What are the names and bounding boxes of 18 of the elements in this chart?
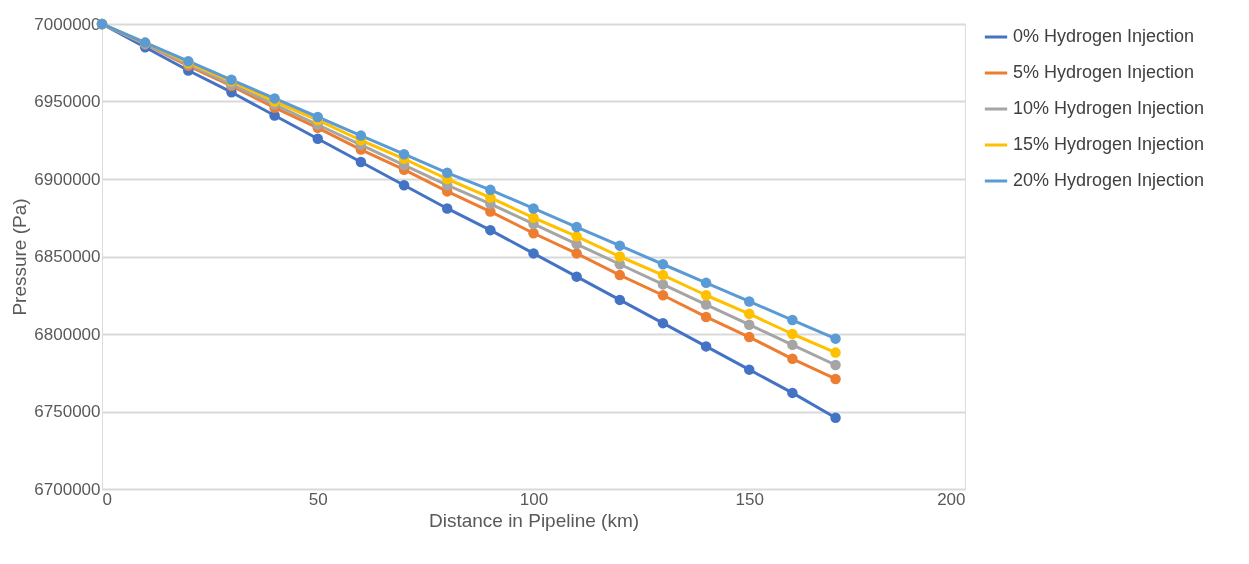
- x-tick-label: 100: [519, 489, 549, 509]
- x-tick-label: 200: [937, 489, 966, 509]
- legend-label: 0% Hydrogen Injection: [1013, 26, 1195, 46]
- y-tick-label: 6900000: [34, 169, 101, 189]
- y-tick-label: 6750000: [34, 402, 101, 421]
- x-tick-label: 50: [308, 489, 328, 509]
- y-tick-label: 6700000: [34, 479, 101, 499]
- y-tick-label: 6800000: [34, 324, 101, 344]
- legend-label: 5% Hydrogen Injection: [1013, 62, 1195, 82]
- y-tick-label: 6850000: [34, 247, 101, 266]
- x-tick-label: 0: [102, 489, 112, 509]
- legend-label: 10% Hydrogen Injection: [1013, 98, 1205, 118]
- legend-label: 20% Hydrogen Injection: [1013, 170, 1205, 190]
- x-axis-title: Distance in Pipeline (km): [428, 509, 640, 531]
- legend-label: 15% Hydrogen Injection: [1013, 134, 1205, 154]
- y-tick-label: 6950000: [34, 92, 101, 111]
- x-tick-label: 150: [735, 489, 764, 509]
- y-axis-title: Pressure (Pa): [9, 198, 31, 316]
